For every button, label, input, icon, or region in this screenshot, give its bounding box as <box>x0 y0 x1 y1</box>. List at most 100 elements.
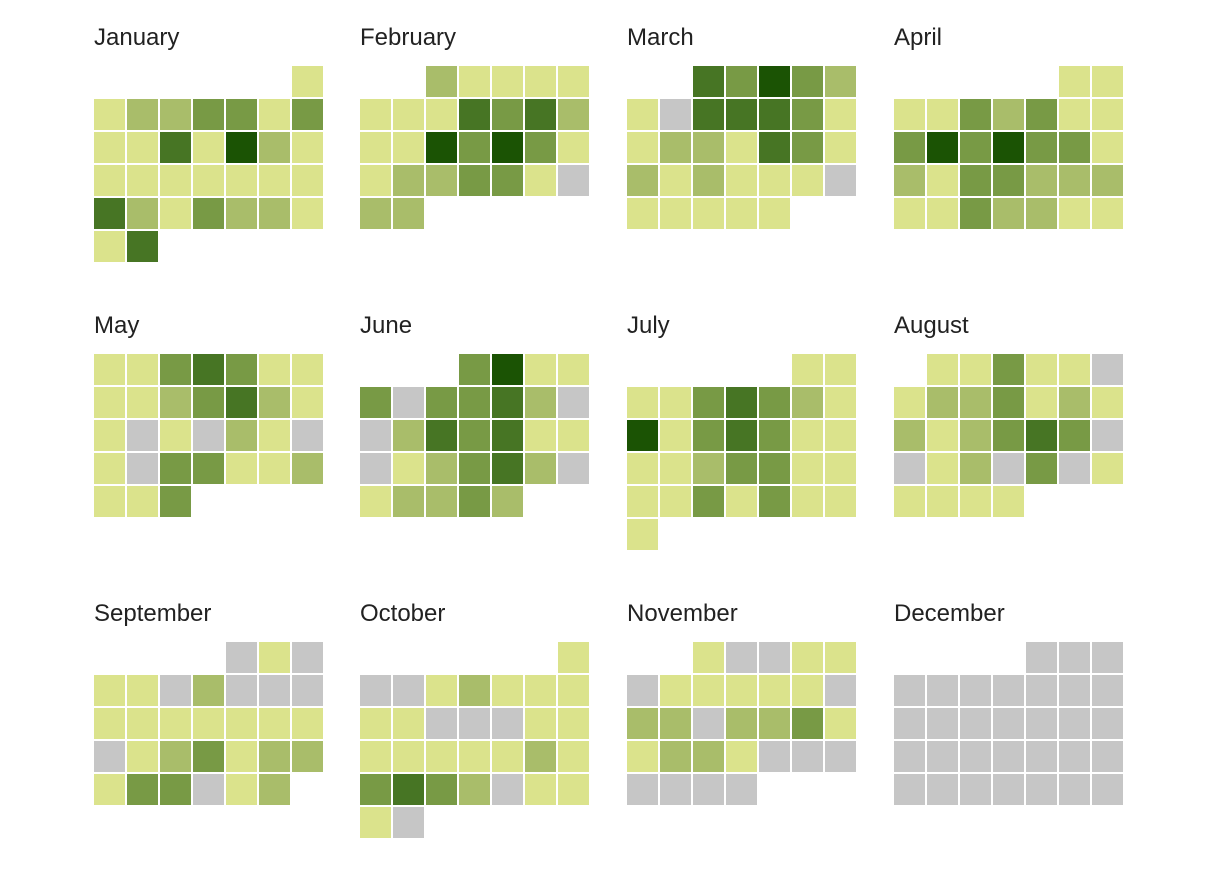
day-cell <box>226 387 257 418</box>
day-cell <box>693 165 724 196</box>
day-cell <box>393 741 424 772</box>
day-cell <box>894 99 925 130</box>
day-cell <box>360 486 391 517</box>
day-cell <box>792 354 823 385</box>
day-cell <box>660 741 691 772</box>
day-cell <box>726 198 757 229</box>
day-cell <box>525 420 556 451</box>
day-cell <box>558 165 589 196</box>
day-cell <box>127 99 158 130</box>
day-cell <box>259 99 290 130</box>
day-cell <box>1059 642 1090 673</box>
day-cell <box>558 66 589 97</box>
day-cell <box>393 807 424 838</box>
day-cell <box>127 354 158 385</box>
day-cell <box>759 486 790 517</box>
day-cell <box>226 165 257 196</box>
day-cell <box>558 453 589 484</box>
day-cell <box>259 354 290 385</box>
day-cell <box>393 132 424 163</box>
day-cell <box>1026 132 1057 163</box>
day-cell <box>94 198 125 229</box>
day-cell <box>226 420 257 451</box>
day-cell <box>127 486 158 517</box>
day-cell <box>127 453 158 484</box>
day-cell <box>726 66 757 97</box>
day-cell <box>1026 453 1057 484</box>
day-cell <box>1026 741 1057 772</box>
day-cell <box>226 675 257 706</box>
day-cell <box>1026 675 1057 706</box>
day-cell <box>127 741 158 772</box>
day-cell <box>927 198 958 229</box>
day-cell <box>1059 387 1090 418</box>
day-cell <box>94 675 125 706</box>
day-cell <box>1092 132 1123 163</box>
day-cell <box>492 774 523 805</box>
day-cell <box>160 198 191 229</box>
day-cell <box>1092 387 1123 418</box>
day-cell <box>1059 453 1090 484</box>
day-cell <box>792 708 823 739</box>
day-cell <box>459 774 490 805</box>
day-cell <box>193 354 224 385</box>
day-cell <box>360 165 391 196</box>
day-cell <box>894 741 925 772</box>
day-cell <box>193 453 224 484</box>
day-cell <box>426 741 457 772</box>
day-cell <box>894 198 925 229</box>
day-cell <box>627 675 658 706</box>
day-cell <box>792 453 823 484</box>
day-cell <box>927 387 958 418</box>
day-cell <box>426 420 457 451</box>
day-cell <box>393 675 424 706</box>
day-cell <box>492 387 523 418</box>
day-cell <box>193 741 224 772</box>
day-cell <box>726 741 757 772</box>
day-cell <box>492 165 523 196</box>
day-cell <box>825 66 856 97</box>
day-cell <box>292 99 323 130</box>
day-cell <box>1026 387 1057 418</box>
month-title: April <box>894 24 943 51</box>
day-cell <box>259 198 290 229</box>
day-cell <box>894 165 925 196</box>
day-cell <box>627 708 658 739</box>
day-cell <box>660 774 691 805</box>
day-cell <box>759 66 790 97</box>
day-cell <box>825 387 856 418</box>
day-cell <box>693 132 724 163</box>
day-cell <box>1092 66 1123 97</box>
day-cell <box>693 66 724 97</box>
day-cell <box>292 675 323 706</box>
day-cell <box>792 99 823 130</box>
day-cell <box>1092 675 1123 706</box>
day-cell <box>160 387 191 418</box>
day-cell <box>259 741 290 772</box>
day-cell <box>127 387 158 418</box>
day-cell <box>960 354 991 385</box>
day-cell <box>360 741 391 772</box>
day-cell <box>94 708 125 739</box>
day-cell <box>660 453 691 484</box>
day-cell <box>894 453 925 484</box>
day-cell <box>558 741 589 772</box>
day-cell <box>660 99 691 130</box>
day-cell <box>426 132 457 163</box>
day-cell <box>94 420 125 451</box>
day-cell <box>558 675 589 706</box>
day-cell <box>993 165 1024 196</box>
day-cell <box>292 198 323 229</box>
day-cell <box>993 741 1024 772</box>
day-cell <box>259 132 290 163</box>
day-cell <box>525 741 556 772</box>
day-cell <box>193 198 224 229</box>
month-title: October <box>360 600 446 627</box>
day-cell <box>1026 165 1057 196</box>
day-cell <box>459 165 490 196</box>
day-cell <box>259 165 290 196</box>
day-cell <box>492 741 523 772</box>
day-cell <box>993 99 1024 130</box>
day-cell <box>960 132 991 163</box>
day-cell <box>360 675 391 706</box>
